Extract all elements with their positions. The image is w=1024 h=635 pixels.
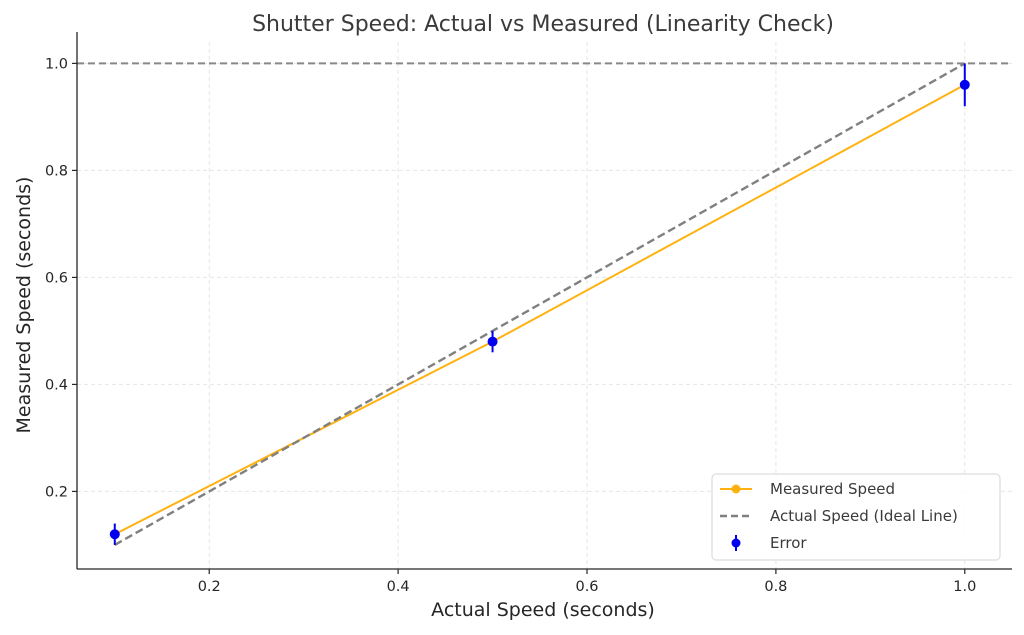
- legend-measured-marker: [731, 484, 741, 494]
- x-tick-label: 0.8: [764, 579, 787, 595]
- error-point: [109, 529, 120, 540]
- y-tick-label: 0.6: [45, 270, 68, 286]
- y-tick-label: 1.0: [45, 56, 68, 72]
- x-tick-label: 0.6: [575, 579, 598, 595]
- x-tick-label: 1.0: [953, 579, 976, 595]
- y-tick-label: 0.2: [45, 484, 68, 500]
- series-layer: [109, 62, 970, 546]
- chart-title: Shutter Speed: Actual vs Measured (Linea…: [252, 12, 834, 37]
- ticks-layer: 0.2 0.4 0.6 0.8 1.0 0.2 0.4 0.6 0.8 1.0: [45, 56, 976, 595]
- x-tick-label: 0.2: [198, 579, 221, 595]
- y-tick-label: 0.4: [45, 377, 68, 393]
- legend-label: Measured Speed: [770, 480, 895, 498]
- y-axis-label: Measured Speed (seconds): [13, 177, 35, 434]
- legend-error-marker: [731, 538, 741, 548]
- ideal-line: [114, 62, 966, 546]
- axes-layer: [76, 32, 1012, 570]
- y-tick-label: 0.8: [45, 163, 68, 179]
- legend-box: [711, 473, 1001, 561]
- error-point: [487, 336, 498, 347]
- legend: Measured Speed Actual Speed (Ideal Line) E…: [711, 473, 1001, 561]
- measured-speed-line: [114, 83, 966, 536]
- legend-label: Error: [770, 534, 807, 552]
- x-tick-label: 0.4: [387, 579, 410, 595]
- x-axis-label: Actual Speed (seconds): [431, 599, 655, 621]
- error-point: [959, 79, 970, 90]
- legend-label: Actual Speed (Ideal Line): [770, 507, 958, 525]
